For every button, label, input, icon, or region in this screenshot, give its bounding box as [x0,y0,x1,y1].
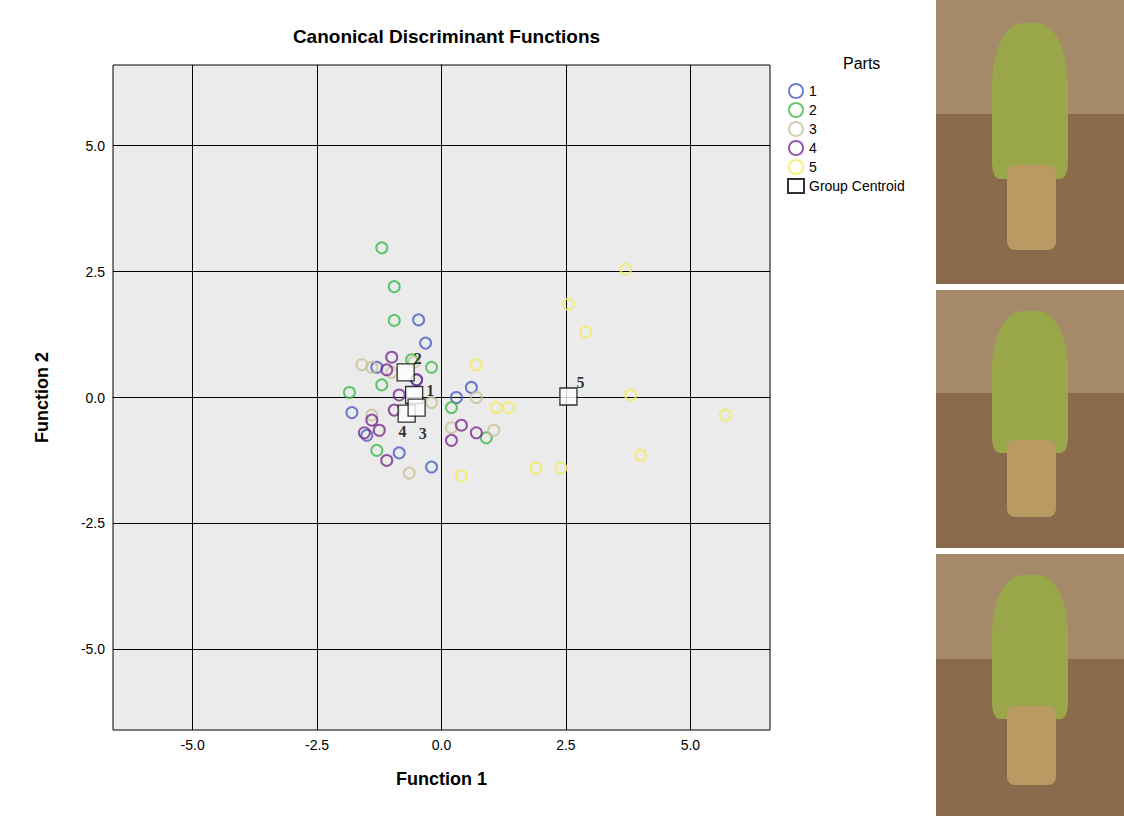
svg-text:0.0: 0.0 [432,737,452,753]
svg-text:-5.0: -5.0 [81,641,105,657]
svg-text:5.0: 5.0 [681,737,701,753]
svg-text:-2.5: -2.5 [305,737,329,753]
svg-text:5: 5 [576,374,584,391]
svg-text:5: 5 [809,159,817,175]
svg-text:Group Centroid: Group Centroid [809,178,905,194]
svg-text:2: 2 [809,102,817,118]
svg-text:2: 2 [414,350,422,367]
svg-text:1: 1 [809,83,817,99]
svg-text:4: 4 [399,423,407,440]
svg-text:2.5: 2.5 [556,737,576,753]
svg-text:Function 2: Function 2 [32,352,52,443]
svg-text:4: 4 [809,140,817,156]
svg-text:5.0: 5.0 [86,138,106,154]
svg-text:Canonical Discriminant Functio: Canonical Discriminant Functions [293,26,600,47]
svg-text:Function 1: Function 1 [396,769,487,789]
svg-text:1: 1 [426,382,434,399]
svg-text:Parts: Parts [843,55,880,72]
svg-text:0.0: 0.0 [86,390,106,406]
svg-text:2.5: 2.5 [86,264,106,280]
svg-text:3: 3 [419,425,427,442]
svg-text:-5.0: -5.0 [181,737,205,753]
svg-text:3: 3 [809,121,817,137]
svg-text:-2.5: -2.5 [81,515,105,531]
